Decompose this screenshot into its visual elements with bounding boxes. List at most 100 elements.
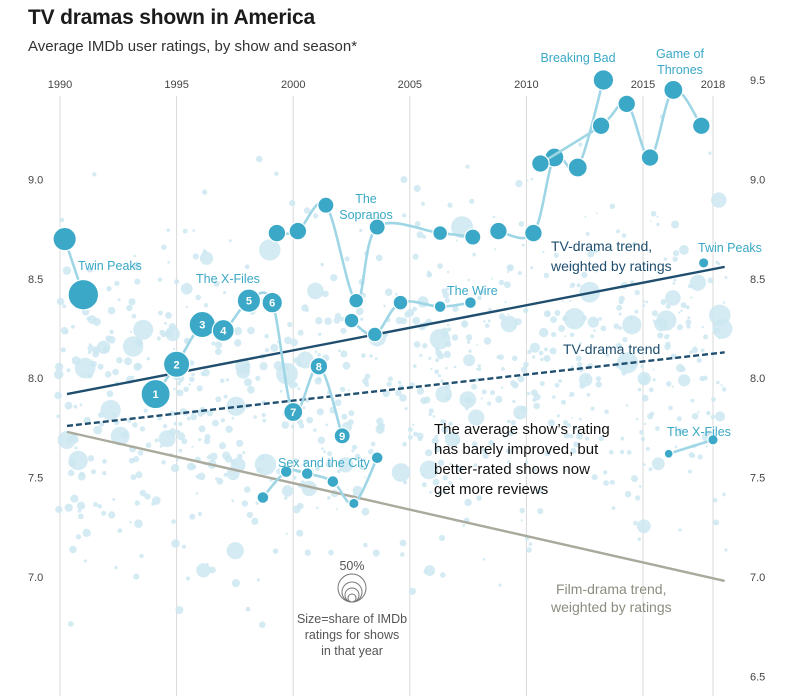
background-point [83,559,87,563]
season-number-3: 3 [199,320,205,332]
background-point [109,406,113,409]
background-point [200,371,206,377]
background-point [189,463,196,470]
background-point [621,233,627,238]
background-point [529,342,541,353]
background-point [448,421,453,426]
background-point [303,207,311,214]
point-game-of-thrones [617,94,637,114]
background-point [369,354,373,358]
background-point [469,198,475,204]
background-point [523,361,529,368]
point-game-of-thrones [663,79,684,101]
background-point [468,349,472,353]
background-point [199,251,214,265]
background-point [473,463,478,468]
background-point [178,448,183,453]
background-point [701,325,704,329]
background-point [64,503,73,512]
background-point [626,450,632,455]
background-point [76,501,86,510]
background-point [402,213,407,218]
background-point [643,463,646,466]
background-point [724,548,728,552]
background-point [498,583,502,587]
background-point [422,343,428,349]
background-point [114,565,118,570]
background-point [242,451,246,455]
background-point [679,245,689,255]
background-point [515,180,523,188]
background-point [569,286,572,289]
background-point [143,408,148,413]
label-x-files-2: The X-Files [667,425,731,439]
background-point [547,419,555,427]
background-point [400,317,407,325]
background-point [244,486,251,493]
background-point [314,377,322,385]
background-point [715,260,719,264]
y-tick-label-right-7-0: 7.0 [750,572,765,584]
background-point [609,479,615,485]
point-the-x-files [707,434,719,446]
background-point [303,459,308,465]
background-point [368,448,374,455]
label-breaking-bad: Breaking Bad [540,51,615,65]
background-point [527,349,532,355]
background-point [171,539,180,548]
background-point [327,496,331,500]
background-point [676,364,685,373]
background-point [424,565,436,576]
background-point [107,335,116,344]
label-tv-trend: TV-drama trend [563,341,660,357]
background-point [532,467,538,472]
background-point [139,553,144,559]
background-point [506,419,511,424]
background-point [517,375,525,383]
background-point [412,253,419,260]
background-point [421,482,427,488]
background-point [195,294,201,301]
background-point [521,243,525,247]
background-point [471,441,478,447]
point-breaking-bad [524,223,543,243]
background-point [484,323,490,329]
background-point [333,317,341,324]
background-point [483,337,492,345]
season-number-4: 4 [220,325,227,337]
background-point [323,450,326,454]
background-point [304,549,311,556]
background-point [402,442,407,447]
background-point [86,266,93,273]
background-point [387,376,393,382]
background-point [285,532,288,535]
background-point [244,264,250,270]
background-point [374,357,378,360]
background-point [192,253,199,260]
background-point [413,341,421,348]
background-point [676,324,683,331]
background-point [56,297,65,306]
background-point [673,250,680,257]
y-tick-label-right-8-5: 8.5 [750,274,765,286]
background-point [602,352,605,355]
background-point [603,480,609,486]
background-point [441,332,448,339]
background-point [400,176,408,183]
background-point [648,467,653,472]
background-point [170,464,180,473]
background-point [162,424,168,429]
background-point [563,469,567,472]
background-point [262,418,267,423]
background-point [212,419,219,427]
background-point [195,492,199,495]
background-point [301,480,317,497]
background-point [691,347,699,354]
background-point [465,334,473,341]
point-breaking-bad [592,69,615,91]
background-point [677,428,684,435]
label-tv-weighted-line1: TV-drama trend, [551,238,652,254]
background-point [603,470,608,475]
background-point [334,399,342,407]
background-point [440,379,445,383]
